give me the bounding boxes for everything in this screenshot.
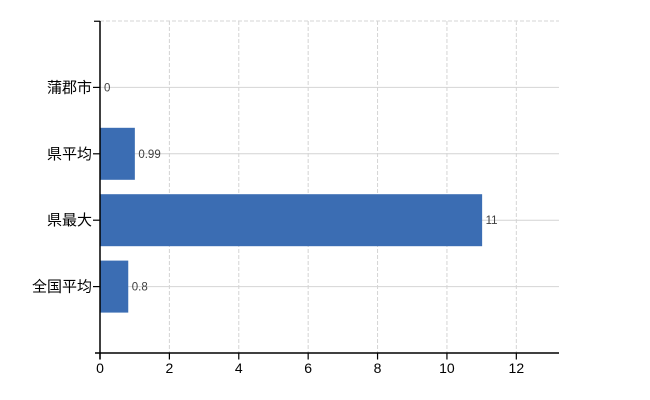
category-label: 蒲郡市 <box>47 79 92 96</box>
bar <box>100 260 129 313</box>
category-label: 県平均 <box>47 146 92 163</box>
x-tick-label: 2 <box>165 360 173 376</box>
value-label: 11 <box>486 215 498 227</box>
x-tick-label: 4 <box>235 360 243 376</box>
bar <box>100 194 483 247</box>
x-tick-label: 12 <box>509 360 525 376</box>
x-tick-label: 0 <box>96 360 104 376</box>
value-label: 0.99 <box>138 149 160 161</box>
value-label: 0 <box>104 82 110 94</box>
x-tick-label: 8 <box>374 360 382 376</box>
value-label: 0.8 <box>132 282 148 294</box>
bar <box>100 127 135 180</box>
category-label: 全国平均 <box>32 278 92 296</box>
x-tick-label: 6 <box>304 360 312 376</box>
x-tick-label: 10 <box>439 360 455 376</box>
category-label: 県最大 <box>47 212 92 229</box>
